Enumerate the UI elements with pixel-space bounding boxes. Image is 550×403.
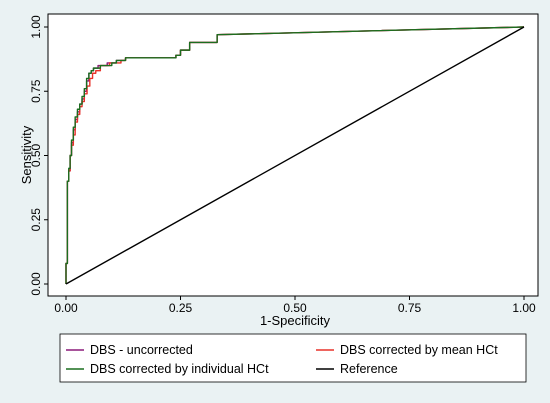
x-tick-label: 1.00 — [512, 301, 536, 315]
legend-label: DBS - uncorrected — [90, 343, 193, 357]
y-axis: 0.00 0.25 0.50 0.75 1.00 — [29, 15, 48, 296]
legend-label: Reference — [340, 362, 398, 376]
series-lines — [65, 26, 525, 285]
y-tick-label: 0.50 — [29, 143, 43, 167]
y-axis-title: Sensitivity — [19, 125, 34, 184]
legend: DBS - uncorrected DBS corrected by mean H… — [59, 333, 527, 383]
plot-area — [47, 13, 539, 297]
y-tick-label: 0.25 — [29, 208, 43, 232]
legend-label: DBS corrected by individual HCt — [90, 362, 269, 376]
y-tick-label: 0.00 — [29, 272, 43, 296]
y-tick-label: 1.00 — [29, 15, 43, 39]
legend-label: DBS corrected by mean HCt — [340, 343, 498, 357]
x-tick-label: 0.00 — [54, 301, 78, 315]
series-line-3 — [65, 26, 525, 285]
x-axis: 0.00 0.25 0.50 0.75 1.00 — [54, 296, 536, 315]
x-tick-label: 0.75 — [398, 301, 422, 315]
series-line-2 — [65, 26, 525, 284]
y-tick-label: 0.75 — [29, 79, 43, 103]
x-tick-label: 0.25 — [169, 301, 193, 315]
legend-box — [59, 333, 527, 383]
x-tick-label: 0.50 — [283, 301, 307, 315]
x-axis-title: 1-Specificity — [260, 313, 331, 328]
